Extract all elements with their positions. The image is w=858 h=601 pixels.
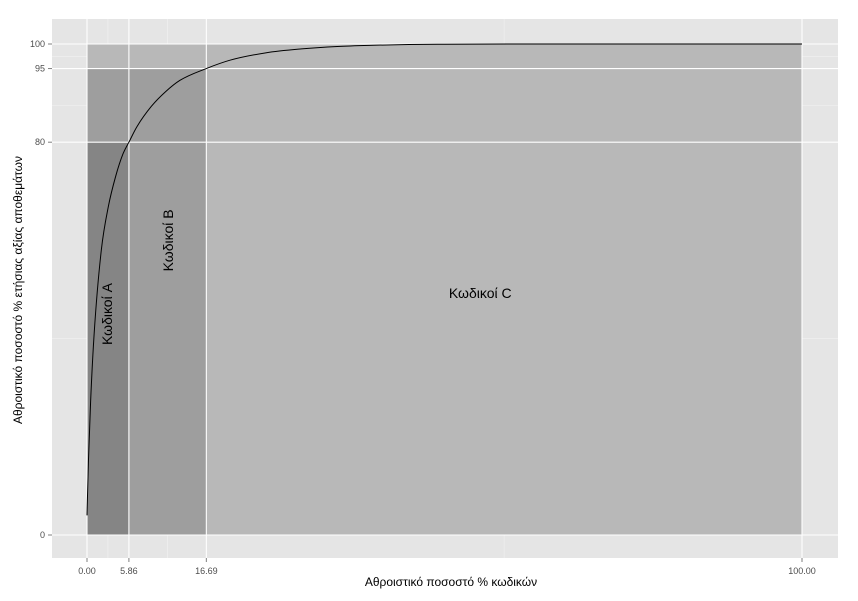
x-axis: 0.00 5.86 16.69 100.00 <box>78 558 816 576</box>
y-axis-title: Αθροιστικό ποσοστό % ετήσιας αξίας αποθε… <box>11 156 25 424</box>
cumulative-curve <box>86 43 802 516</box>
y-tick-label: 0 <box>40 530 45 540</box>
region-labels: Κωδικοί A Κωδικοί B Κωδικοί C <box>99 209 511 345</box>
x-tick-label: 100.00 <box>788 566 816 576</box>
region-label: Κωδικοί C <box>449 285 512 301</box>
region-label: Κωδικοί B <box>160 209 176 271</box>
x-tick-label: 16.69 <box>195 566 218 576</box>
x-tick-label: 5.86 <box>120 566 138 576</box>
y-tick-label: 95 <box>35 64 45 74</box>
y-tick-label: 100 <box>30 39 45 49</box>
abc-regions <box>87 44 802 536</box>
region-label: Κωδικοί A <box>99 282 115 345</box>
x-axis-title: Αθροιστικό ποσοστό % κωδικών <box>365 575 537 589</box>
x-tick-label: 0.00 <box>78 566 96 576</box>
y-axis: 0 80 95 100 <box>30 39 52 540</box>
y-tick-label: 80 <box>35 137 45 147</box>
